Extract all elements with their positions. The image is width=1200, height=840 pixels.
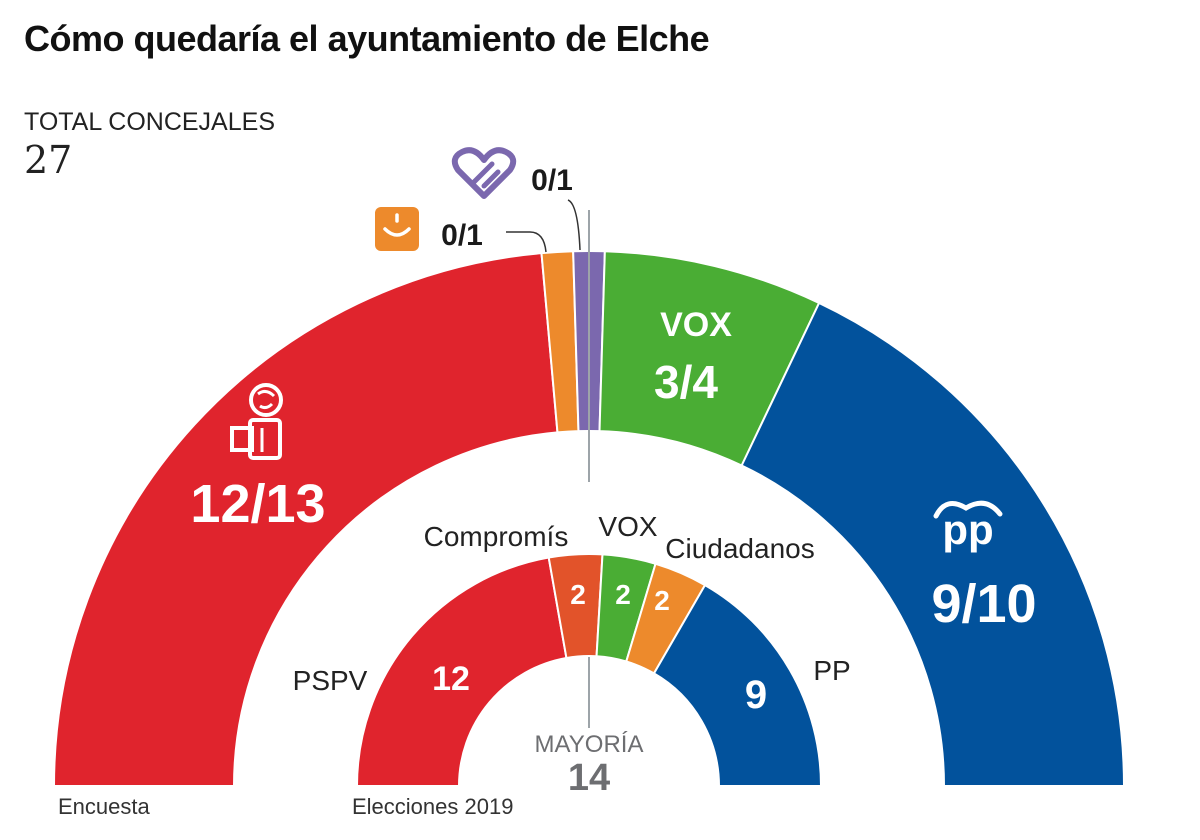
total-councillors-value: 27: [24, 138, 73, 182]
name-2019-vox: VOX: [598, 511, 657, 542]
podemos-heart-icon: [451, 147, 517, 199]
podemos-heart-stroke-2: [481, 169, 501, 189]
majority-label: MAYORÍA: [535, 731, 644, 758]
label-2019-ciudadanos-seats: 2: [654, 585, 670, 616]
ciudadanos-icon-bg: [375, 207, 419, 251]
majority-value: 14: [568, 757, 610, 799]
psoe-fist-thumb: [230, 426, 254, 452]
pp-logo-text: pp: [942, 506, 993, 553]
label-ciudadanos-seats: 0/1: [441, 219, 483, 252]
total-councillors-label: TOTAL CONCEJALES: [24, 108, 275, 136]
ciudadanos-leader-line: [506, 231, 547, 253]
label-pp-seats: 9/10: [931, 574, 1036, 634]
chart-title: Cómo quedaría el ayuntamiento de Elche: [24, 18, 710, 59]
name-2019-pp: PP: [813, 655, 850, 686]
label-2019-pp-seats: 9: [745, 673, 767, 717]
podemos-heart-stroke-1: [471, 161, 495, 185]
psoe-rose-petals: [257, 389, 276, 410]
name-2019-comprom-s: Compromís: [424, 521, 569, 552]
segment-pp: [652, 583, 823, 787]
segment-pp: [740, 301, 1126, 787]
vox-logo-icon: VOX: [660, 306, 732, 344]
label-vox-seats: 3/4: [654, 356, 718, 408]
name-2019-ciudadanos: Ciudadanos: [665, 533, 814, 564]
ciudadanos-smile: [383, 227, 411, 237]
footer-elections-label: Elecciones 2019: [352, 794, 514, 819]
podemos-heart-shape: [451, 147, 517, 199]
footer-survey-label: Encuesta: [58, 794, 150, 819]
segment-psoe: [52, 252, 559, 787]
pp-logo-icon: pp: [933, 500, 1003, 553]
name-2019-pspv: PSPV: [293, 665, 368, 696]
label-2019-comprom-s-seats: 2: [570, 579, 586, 610]
ciudadanos-smile-icon: [375, 207, 419, 251]
label-podemos-seats: 0/1: [531, 164, 573, 197]
label-2019-pspv-seats: 12: [432, 660, 470, 698]
label-2019-vox-seats: 2: [615, 579, 631, 610]
psoe-rose-fist-icon: [230, 383, 283, 460]
psoe-rose-flower: [249, 383, 283, 417]
segment-pspv: [355, 556, 568, 787]
label-psoe-seats: 12/13: [190, 474, 325, 534]
podemos-leader-line: [567, 199, 581, 251]
pp-logo-bird: [933, 500, 1003, 519]
